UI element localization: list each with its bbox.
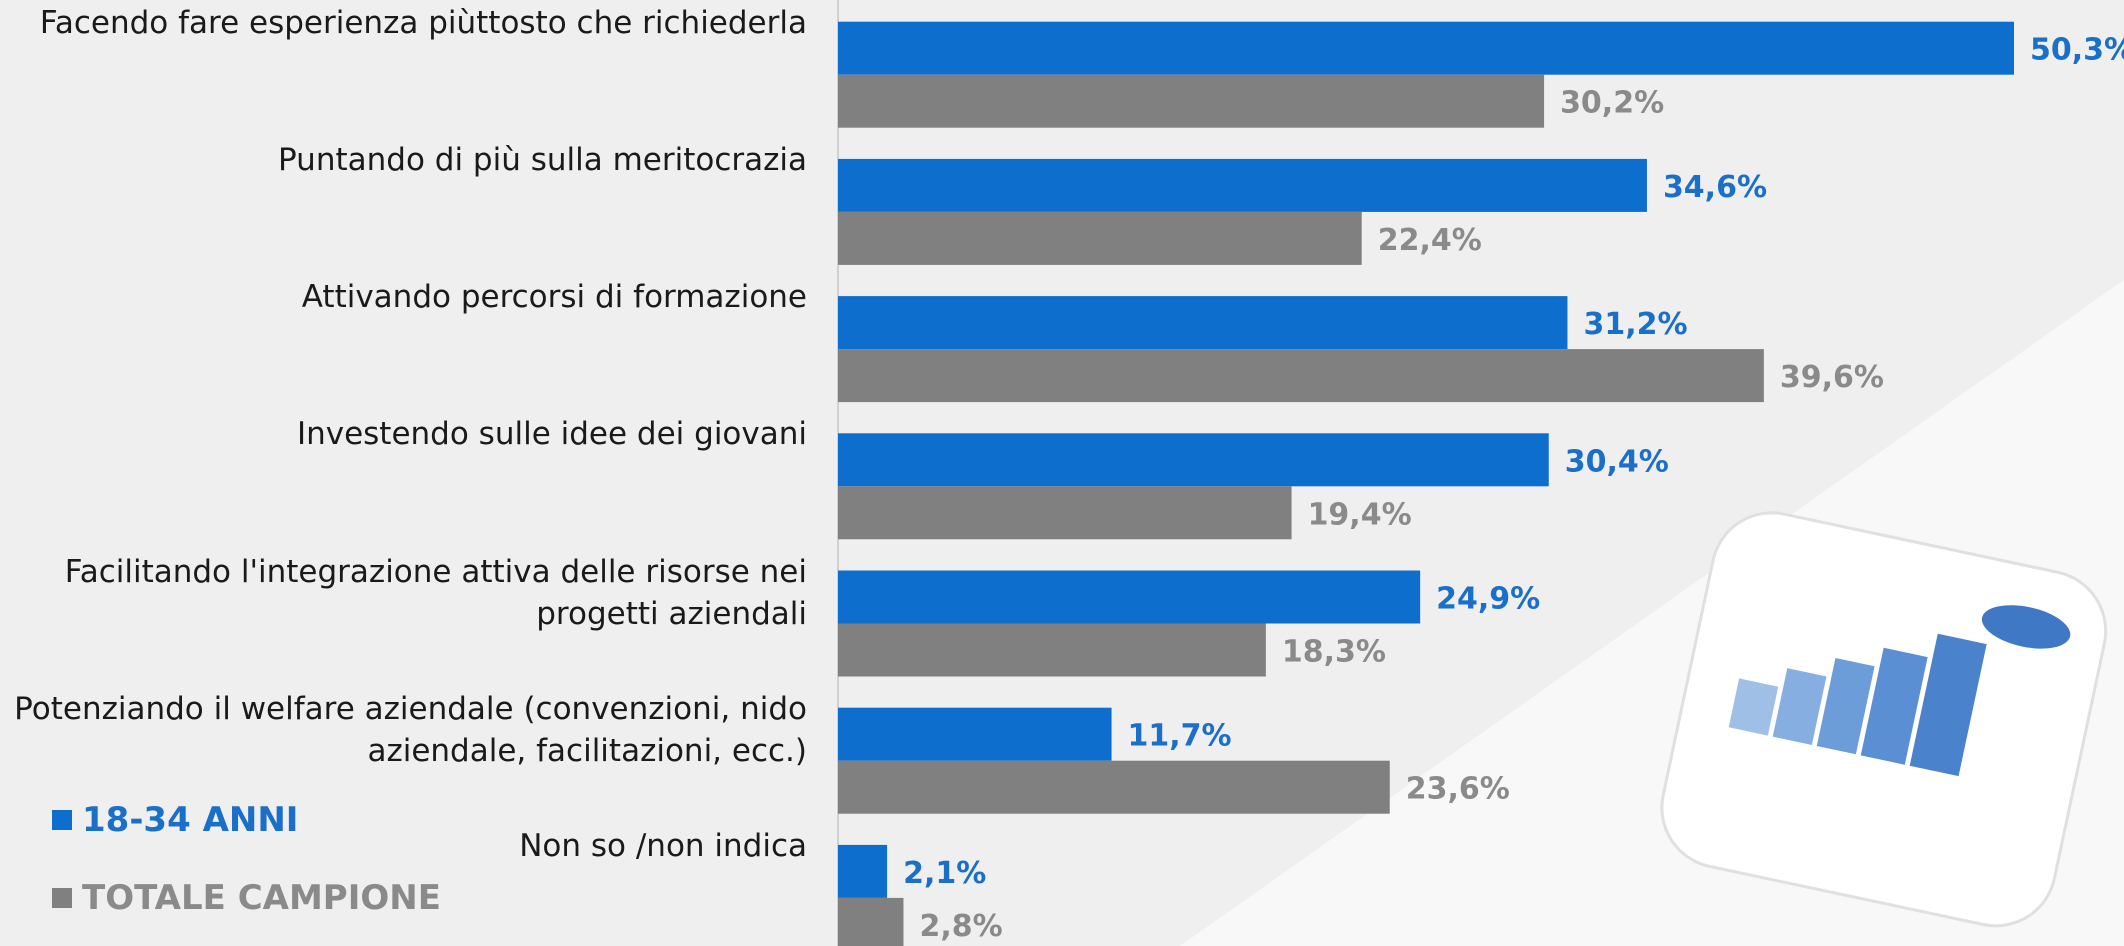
- bar: [838, 296, 1567, 349]
- bar: [838, 708, 1112, 761]
- legend-item: 18-34 ANNI: [52, 800, 298, 840]
- bar: [838, 898, 903, 946]
- bar: [838, 75, 1544, 128]
- value-label: 23,6%: [1406, 772, 1510, 807]
- legend-swatch: [52, 810, 72, 830]
- bar: [838, 761, 1390, 814]
- value-label: 2,1%: [903, 856, 986, 891]
- value-label: 34,6%: [1663, 170, 1767, 205]
- bar: [838, 212, 1362, 265]
- value-label: 11,7%: [1128, 719, 1232, 754]
- value-label: 31,2%: [1583, 307, 1687, 342]
- legend-label: TOTALE CAMPIONE: [82, 878, 441, 918]
- bar: [838, 624, 1266, 677]
- value-label: 24,9%: [1436, 582, 1540, 617]
- category-label: Facilitando l'integrazione attiva delle …: [0, 551, 807, 635]
- category-label: Facendo fare esperienza piùttosto che ri…: [0, 2, 807, 44]
- bar: [838, 159, 1647, 212]
- bar: [838, 571, 1420, 624]
- category-label: Attivando percorsi di formazione: [0, 276, 807, 318]
- bar: [838, 486, 1292, 539]
- category-label: Investendo sulle idee dei giovani: [0, 413, 807, 455]
- value-label: 30,2%: [1560, 86, 1664, 121]
- bar: [838, 845, 887, 898]
- value-label: 30,4%: [1565, 444, 1669, 479]
- value-label: 50,3%: [2030, 33, 2124, 68]
- value-label: 22,4%: [1378, 223, 1482, 258]
- page: {"chart_data": {"type": "bar", "orientat…: [0, 0, 2124, 946]
- value-label: 39,6%: [1780, 360, 1884, 395]
- value-label: 2,8%: [919, 909, 1002, 944]
- bar: [838, 22, 2014, 75]
- value-label: 19,4%: [1308, 497, 1412, 532]
- legend-label: 18-34 ANNI: [82, 800, 298, 840]
- category-label: Puntando di più sulla meritocrazia: [0, 139, 807, 181]
- category-label: Potenziando il welfare aziendale (conven…: [0, 688, 807, 772]
- value-label: 18,3%: [1282, 635, 1386, 670]
- bar: [838, 349, 1764, 402]
- legend-item: TOTALE CAMPIONE: [52, 878, 441, 918]
- bar: [838, 433, 1549, 486]
- legend-swatch: [52, 888, 72, 908]
